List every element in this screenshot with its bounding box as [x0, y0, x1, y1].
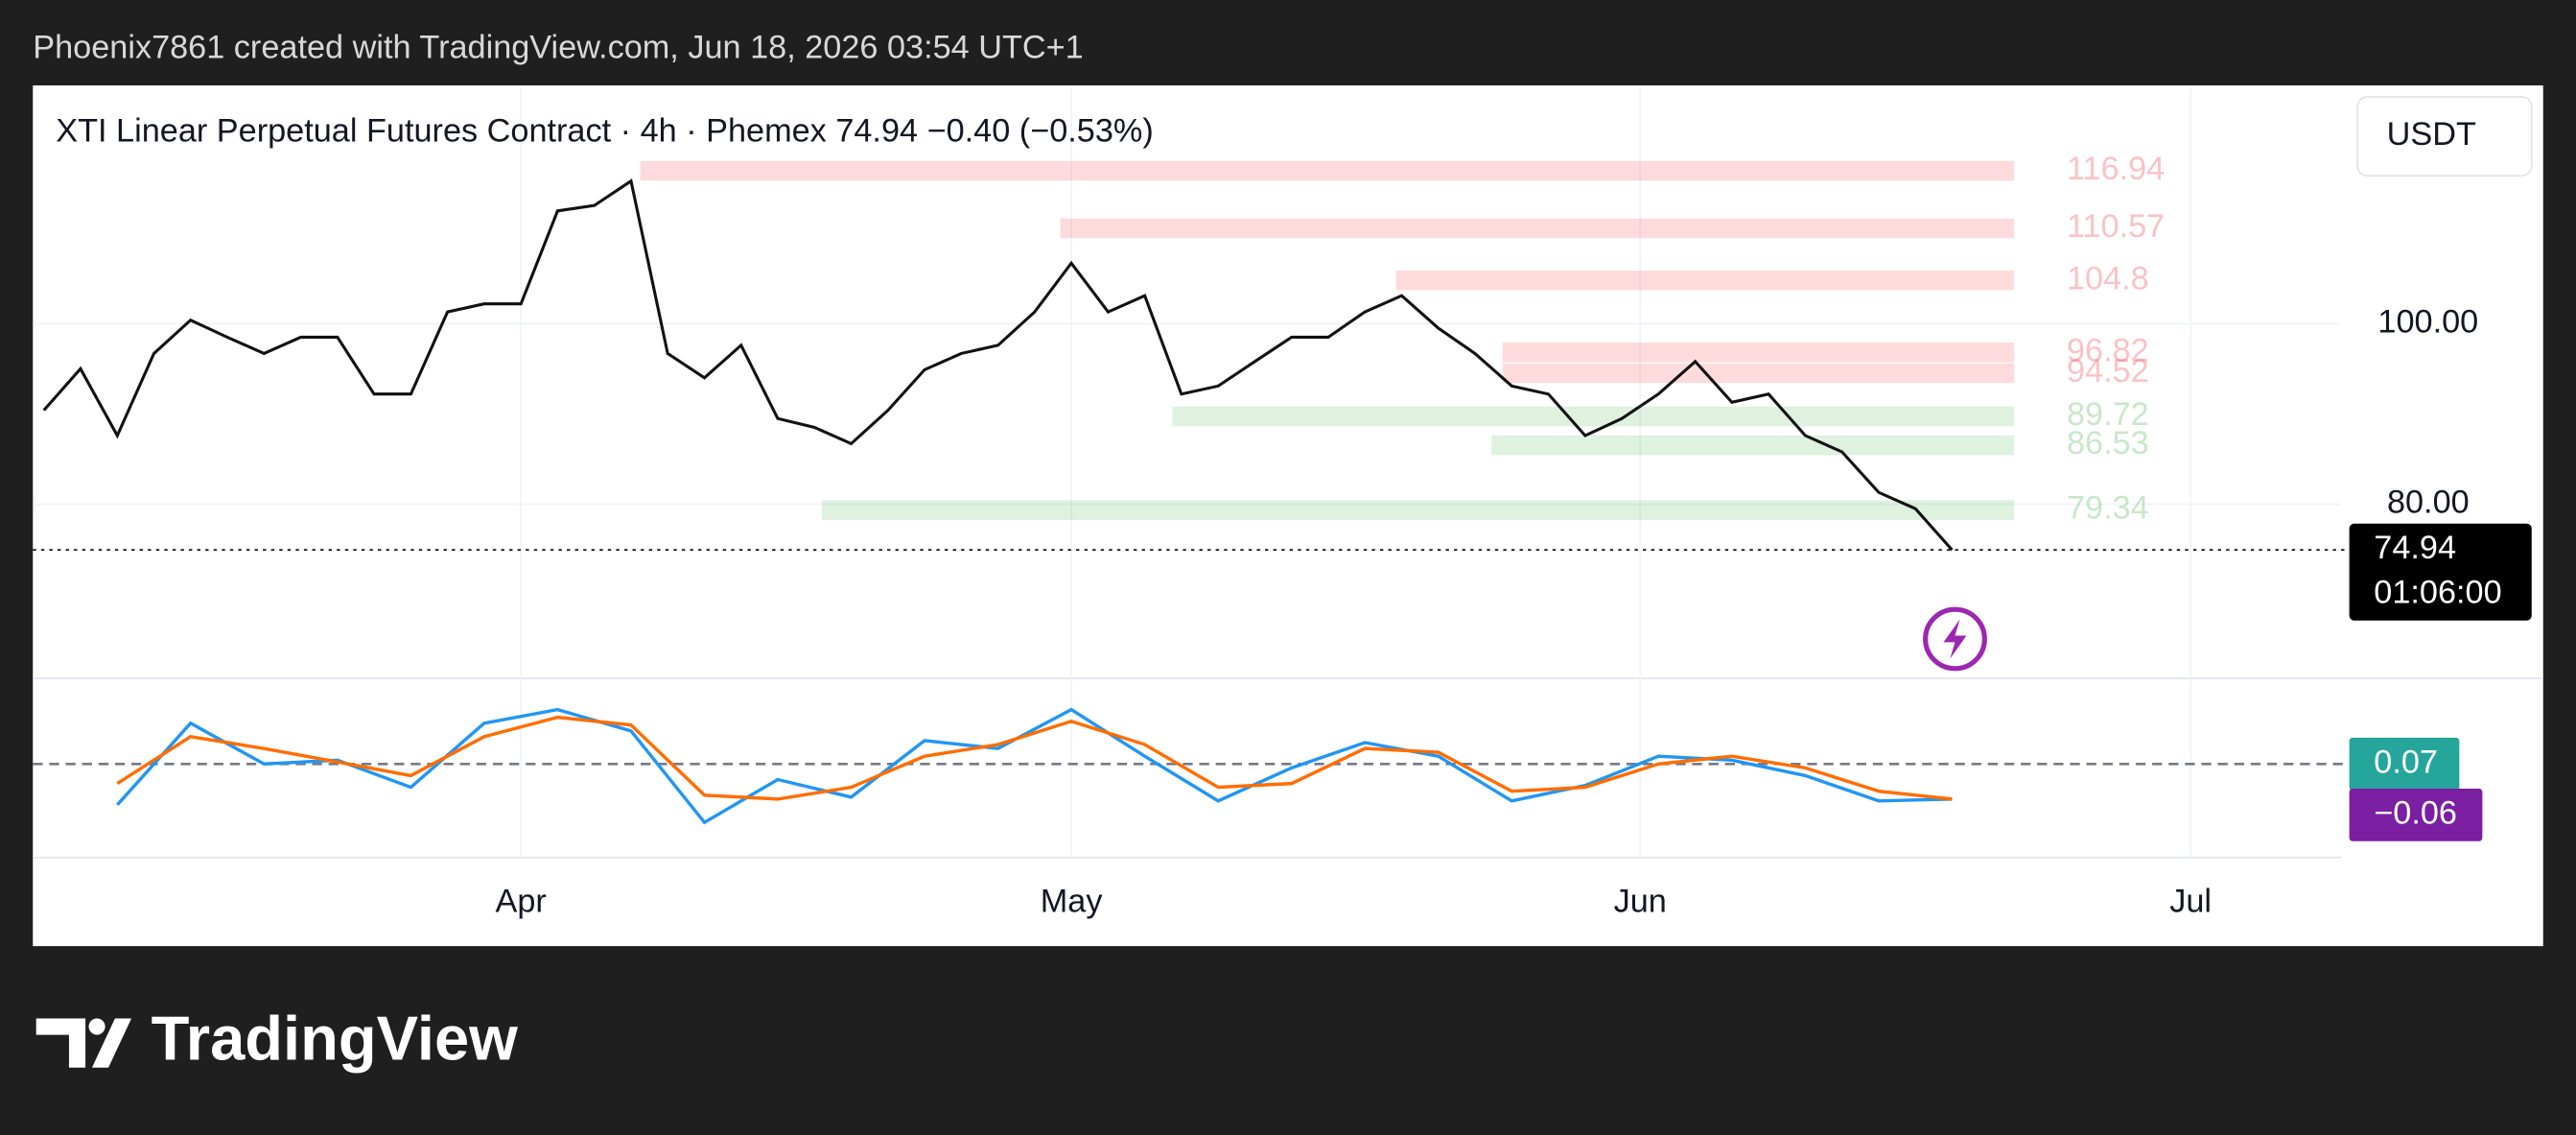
zone: [1502, 343, 2015, 363]
currency[interactable]: USDT: [2387, 116, 2476, 153]
brand-logo: [35, 1018, 132, 1068]
zone: [1395, 270, 2015, 291]
last-price-box: [2349, 523, 2532, 621]
chart-title: XTI Linear Perpetual Futures Contract · …: [56, 113, 1154, 150]
header: Phoenix7861 created with TradingView.com…: [33, 29, 1083, 65]
zone-label: 79.34: [2067, 490, 2149, 527]
macd-value-box: [2349, 788, 2483, 841]
zone: [1060, 218, 2015, 239]
macd-line: [116, 707, 1953, 825]
alert-bolt: [1943, 619, 1967, 659]
zone-label: 94.52: [2067, 353, 2149, 390]
zone-label: 110.57: [2067, 208, 2165, 245]
alert-icon[interactable]: [1923, 606, 1987, 672]
zone-label: 96.82: [2067, 332, 2149, 368]
zone: [1172, 406, 2015, 427]
zone: [821, 500, 2015, 520]
x-tick-label: Apr: [496, 884, 547, 920]
last-price-label: 74.94: [2374, 530, 2456, 566]
zone-label: 116.94: [2067, 151, 2165, 187]
plot: 80.00 100.00 Apr May Jun Jul 116.94 110.57 104.8…: [33, 85, 2532, 920]
zone: [640, 160, 2015, 181]
macd-value-label: −0.06: [2374, 794, 2457, 831]
macd-line: [116, 715, 1953, 801]
currency-button[interactable]: [2356, 96, 2533, 177]
chart-panel: [33, 85, 2543, 947]
macd-value-box: [2349, 737, 2460, 791]
zone: [1491, 435, 2015, 456]
x-tick-label: Jul: [2169, 884, 2212, 920]
brand-logo-dot: [88, 1018, 105, 1035]
zone-label: 104.8: [2067, 260, 2149, 296]
x-tick-label: May: [1041, 884, 1104, 920]
brand: TradingView: [152, 1003, 519, 1073]
y-tick-label: 80.00: [2387, 485, 2470, 521]
x-tick-label: Jun: [1614, 884, 1667, 920]
countdown: 01:06:00: [2374, 574, 2501, 610]
zone: [1502, 363, 2015, 384]
price-line: [42, 178, 1954, 552]
zone-label: 86.53: [2067, 425, 2149, 461]
macd-value-label: 0.07: [2374, 744, 2438, 780]
y-tick-label: 100.00: [2377, 303, 2478, 340]
zone-label: 89.72: [2067, 396, 2149, 433]
